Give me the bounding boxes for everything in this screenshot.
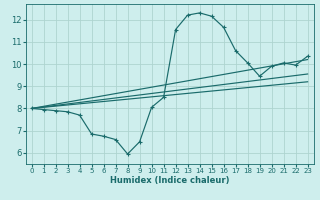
X-axis label: Humidex (Indice chaleur): Humidex (Indice chaleur) [110, 176, 229, 185]
